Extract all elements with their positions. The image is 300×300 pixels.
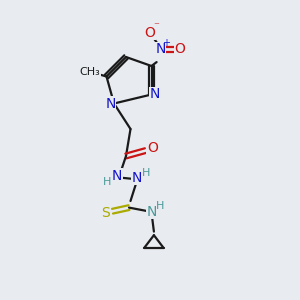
Text: O: O <box>145 26 155 40</box>
Text: H: H <box>103 177 112 187</box>
Text: N: N <box>112 169 122 183</box>
Text: N: N <box>131 171 142 184</box>
Text: O: O <box>147 142 158 155</box>
Text: CH₃: CH₃ <box>80 67 100 77</box>
Text: N: N <box>105 97 116 110</box>
Text: +: + <box>162 38 170 48</box>
Text: N: N <box>150 88 160 101</box>
Text: S: S <box>101 206 110 220</box>
Text: N: N <box>146 205 157 219</box>
Text: N: N <box>155 42 166 56</box>
Text: H: H <box>156 201 165 211</box>
Text: H: H <box>142 167 150 178</box>
Text: O: O <box>175 42 185 56</box>
Text: ⁻: ⁻ <box>154 22 160 32</box>
